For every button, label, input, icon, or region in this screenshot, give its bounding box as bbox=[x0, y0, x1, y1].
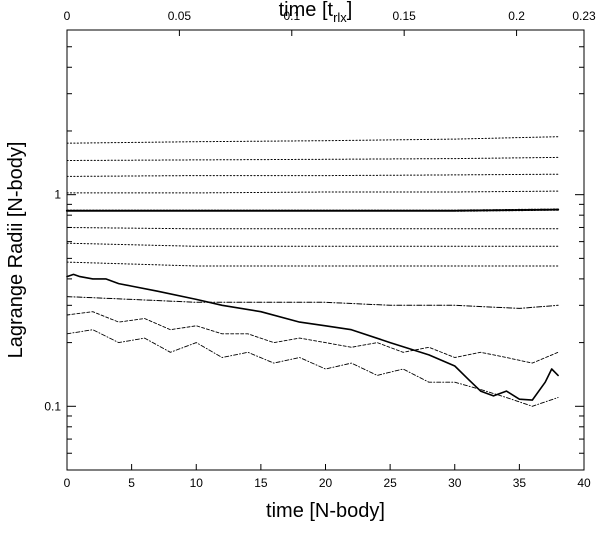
series-line-12 bbox=[66, 329, 559, 407]
top-tick-label: 0.15 bbox=[392, 9, 416, 23]
series-line-11 bbox=[66, 311, 559, 364]
series-line-2 bbox=[66, 156, 559, 161]
top-tick-label: 0.23 bbox=[572, 9, 596, 23]
tick-labels: 0 5 10 15 20 25 30 35 40 0 0.05 0.1 0.15 0.2 0.23 0.1 1 bbox=[44, 9, 596, 490]
x-tick-label: 0 bbox=[64, 476, 71, 490]
x-tick-label: 40 bbox=[577, 476, 591, 490]
series-line-7 bbox=[66, 242, 559, 247]
top-axis-title: time [trlx] bbox=[279, 0, 353, 25]
top-axis-title-subscript: rlx bbox=[333, 10, 347, 25]
top-axis-title-main: time [t bbox=[279, 0, 334, 21]
top-tick-label: 0.2 bbox=[508, 9, 525, 23]
x-tick-label: 10 bbox=[190, 476, 204, 490]
top-tick-label: 0 bbox=[64, 9, 71, 23]
x-tick-label: 15 bbox=[254, 476, 268, 490]
x-tick-label: 30 bbox=[448, 476, 462, 490]
top-tick-label: 0.1 bbox=[283, 9, 300, 23]
series-line-10 bbox=[66, 273, 559, 401]
y-tick-label: 1 bbox=[54, 188, 61, 202]
x-tick-label: 25 bbox=[383, 476, 397, 490]
series-line-6 bbox=[66, 227, 559, 230]
top-tick-label: 0.05 bbox=[168, 9, 192, 23]
y-tick-label: 0.1 bbox=[44, 399, 61, 413]
series-line-5 bbox=[65, 208, 560, 212]
x-axis-title: time [N-body] bbox=[266, 500, 385, 522]
axis-ticks bbox=[66, 29, 585, 471]
series-line-8 bbox=[66, 261, 559, 267]
x-tick-label: 20 bbox=[319, 476, 333, 490]
series-line-4 bbox=[66, 190, 559, 194]
y-axis-title: Lagrange Radii [N-body] bbox=[5, 142, 27, 359]
plot-frame bbox=[66, 29, 585, 471]
series-line-3 bbox=[66, 173, 559, 177]
x-tick-label: 5 bbox=[128, 476, 135, 490]
top-axis-title-close: ] bbox=[347, 0, 353, 21]
series-group bbox=[65, 136, 560, 407]
series-line-1 bbox=[66, 136, 559, 144]
x-tick-label: 35 bbox=[513, 476, 527, 490]
series-line-9 bbox=[66, 296, 559, 309]
